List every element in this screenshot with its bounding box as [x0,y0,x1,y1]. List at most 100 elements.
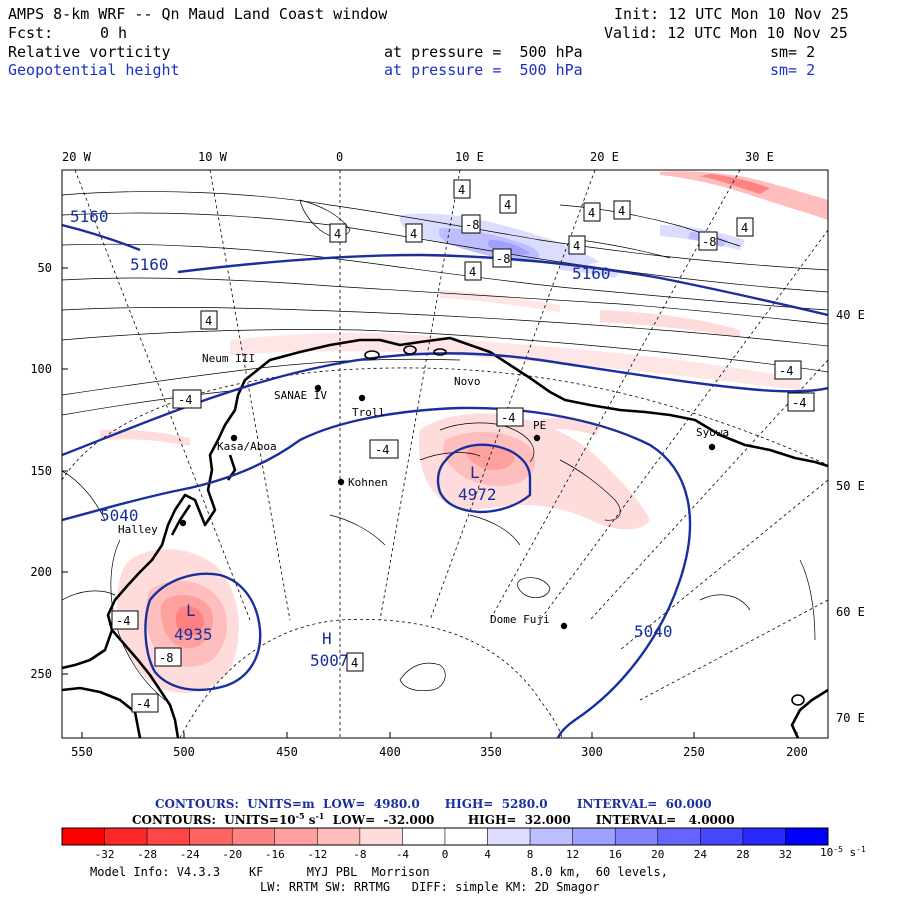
svg-text:-8: -8 [465,218,479,232]
vort-box: 4 [568,235,586,255]
svg-text:4: 4 [504,198,511,212]
lon-label: 20 W [62,150,92,164]
colorbar-swatch [274,827,318,846]
x-grid-label: 300 [581,745,603,759]
geo-contour-label: 5160 [70,207,109,226]
svg-text:-4: -4 [116,614,130,628]
vort-box: 4 [499,194,517,214]
vort-box: 4 [0,0,7,3]
colorbar-swatch [529,827,573,846]
station-label: Syowa [696,426,729,439]
colorbar-frame [61,827,829,846]
low-marker: L [470,463,480,482]
low-marker: L [186,601,196,620]
vort-contour-info: CONTOURS: UNITS=10-5 s-1 LOW= -32.000 HI… [132,811,735,827]
colorbar-unit: 10-5 s-1 [820,845,866,859]
station-label: Kohnen [348,476,388,489]
field2-smoothing: sm= 2 [770,61,816,79]
station-label: Dome Fuji [490,613,550,626]
svg-text:4: 4 [351,656,358,670]
forecast-label: Fcst: [8,24,54,42]
vorticity-labels: 4 4 4 4 4 4 4 4 4 4 -8 -8 -8 4 -4 -4 -4 … [0,0,815,713]
vort-box: 4 [464,261,482,281]
high-value: 5007 [310,651,349,670]
vort-box: -4 [787,392,815,412]
frame-ticks [62,267,798,738]
y-grid-label: 50 [38,261,52,275]
geo-contour-label: 5040 [634,622,673,641]
station-label: SANAE IV [274,389,327,402]
svg-text:-4: -4 [779,364,793,378]
lon-label: 10 E [455,150,484,164]
station-label: Troll [352,406,385,419]
vort-box: 4 [453,179,471,199]
coastal-islands [364,345,805,706]
model-info-line1: Model Info: V4.3.3 KF MYJ PBL Morrison 8… [90,865,668,879]
lon-label: 70 E [836,711,865,725]
colorbar-swatch [189,827,233,846]
geo-contour-label: 5040 [100,506,139,525]
colorbar-swatch [572,827,616,846]
colorbar-swatch [614,827,659,846]
coastline [62,336,828,738]
y-grid-label: 150 [30,464,52,478]
vort-box: 4 [736,217,754,237]
svg-text:4: 4 [741,221,748,235]
svg-text:4: 4 [410,227,417,241]
map-frame [61,169,829,739]
colorbar-tick-label: 28 [736,848,749,861]
colorbar-tick-label: 24 [694,848,708,861]
vort-box: -4 [111,610,139,630]
x-grid-label: 500 [173,745,195,759]
colorbar-labels: -32 -28 -24 -20 -16 -12 -8 -4 0 4 8 12 16 20 24 28 32 [95,848,792,861]
field2-name: Geopotential height [8,61,180,79]
y-grid-label: 250 [30,667,52,681]
geo-contour-info: CONTOURS: UNITS=m LOW= 4980.0 HIGH= 5280… [155,797,712,811]
lon-label: 40 E [836,308,865,322]
colorbar-swatch [146,827,190,846]
vort-box: 4 [329,223,347,243]
bottom-grid-labels: 550 500 450 400 350 300 250 200 [71,745,808,759]
lon-label: 60 E [836,605,865,619]
svg-text:4: 4 [458,183,465,197]
svg-text:-8: -8 [159,651,173,665]
geo-contour-label: 5160 [572,264,611,283]
vort-box: 4 [405,223,423,243]
colorbar-tick-label: -32 [95,848,115,861]
svg-text:4: 4 [618,204,625,218]
geopotential-labels: 5160 5160 5160 5040 5040 L 4972 L 4935 H… [70,207,673,670]
colorbar-swatch [487,827,531,846]
high-marker: H [322,629,332,648]
vort-box: -8 [154,647,182,667]
colorbar-tick-label: 4 [484,848,491,861]
colorbar-swatch [104,827,148,846]
valid-time: Valid: 12 UTC Mon 10 Nov 25 [604,24,848,42]
colorbar-tick-label: 12 [566,848,579,861]
field2-level: at pressure = 500 hPa [384,61,583,79]
station-label: Neum III [202,352,255,365]
colorbar-swatch [742,827,786,846]
colorbar-tick-label: -20 [222,848,242,861]
colorbar-swatch [317,827,361,846]
vort-box: 4 [583,202,601,222]
colorbar-tick-label: -28 [137,848,157,861]
colorbar-swatch [700,827,744,846]
station-label: Novo [454,375,481,388]
station-labels: Neum III SANAE IV Troll Novo PE Syowa Ka… [118,352,729,626]
right-longitude-labels: 40 E 50 E 60 E 70 E [836,308,865,725]
svg-text:-4: -4 [375,443,389,457]
vort-box: -8 [461,214,481,234]
vort-box: -4 [774,360,802,380]
colorbar-swatch [359,827,403,846]
svg-text:-4: -4 [792,396,806,410]
vort-box: -4 [496,407,524,427]
x-grid-label: 400 [379,745,401,759]
top-longitude-labels: 20 W 10 W 0 10 E 20 E 30 E [62,150,774,164]
lon-label: 30 E [745,150,774,164]
vort-box: -4 [172,389,202,409]
colorbar-swatch [61,827,105,846]
svg-text:-4: -4 [178,393,192,407]
colorbar-tick-label: -12 [307,848,327,861]
svg-text:4: 4 [573,239,580,253]
